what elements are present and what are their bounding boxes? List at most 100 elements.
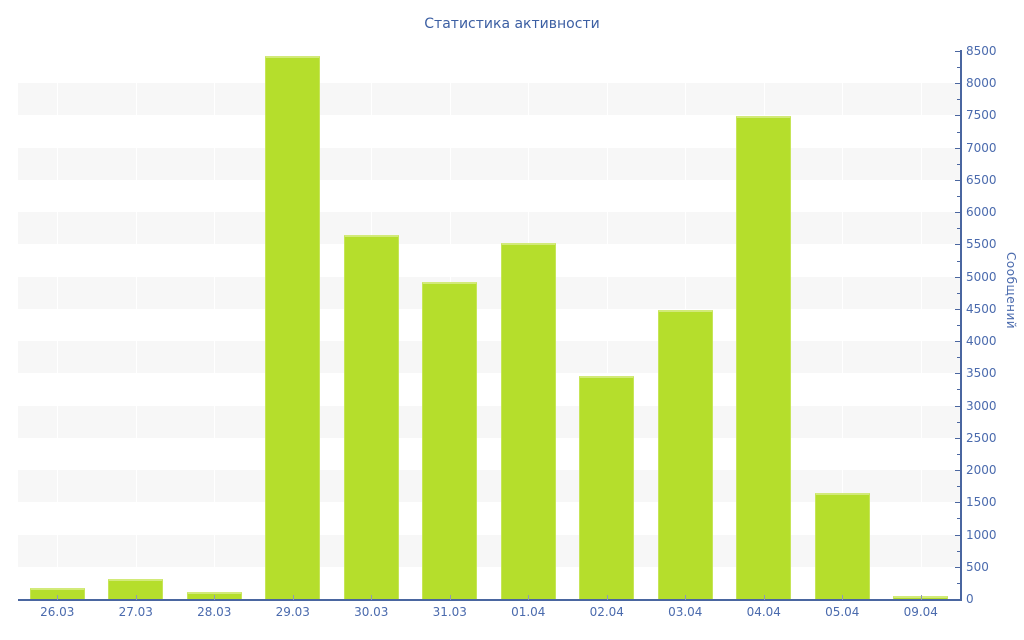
y-tick-label: 4000 xyxy=(966,334,997,349)
bar-01.04 xyxy=(500,243,556,599)
bar-02.04 xyxy=(579,375,635,599)
x-tick xyxy=(292,595,294,600)
y-tick-minor xyxy=(957,486,961,488)
x-tick xyxy=(371,595,373,600)
y-tick-label: 5500 xyxy=(966,237,997,252)
x-axis-line xyxy=(18,599,962,601)
x-tick-label: 02.04 xyxy=(589,605,624,619)
x-tick-label: 05.04 xyxy=(825,605,860,619)
y-tick-major xyxy=(955,534,961,536)
y-tick-label: 1500 xyxy=(966,495,997,510)
y-tick-major xyxy=(955,83,961,85)
x-tick-label: 09.04 xyxy=(903,605,938,619)
x-tick-label: 31.03 xyxy=(432,605,467,619)
y-tick-major xyxy=(955,502,961,504)
category-gridline xyxy=(57,51,59,599)
y-tick-minor xyxy=(957,131,961,133)
y-axis-title: Сообщений xyxy=(1004,252,1018,330)
grid-stripe xyxy=(18,534,960,567)
y-tick-major xyxy=(955,341,961,343)
y-tick-major xyxy=(955,276,961,278)
y-tick-label: 4500 xyxy=(966,301,997,316)
plot-area xyxy=(18,51,960,599)
grid-stripe xyxy=(18,83,960,116)
x-tick xyxy=(606,595,608,600)
y-tick-label: 8500 xyxy=(966,44,997,58)
x-tick xyxy=(449,595,451,600)
x-tick-label: 29.03 xyxy=(275,605,310,619)
y-tick-minor xyxy=(957,518,961,520)
bar-30.03 xyxy=(343,234,399,599)
y-tick-label: 6000 xyxy=(966,205,997,220)
x-tick xyxy=(685,595,687,600)
bar-29.03 xyxy=(265,55,321,599)
y-tick-label: 7000 xyxy=(966,140,997,155)
bar-05.04 xyxy=(814,492,870,599)
y-tick-major xyxy=(955,179,961,181)
y-tick-minor xyxy=(957,196,961,198)
y-tick-major xyxy=(955,470,961,472)
x-tick-label: 03.04 xyxy=(668,605,703,619)
y-tick-major xyxy=(955,599,961,600)
y-tick-minor xyxy=(957,292,961,294)
y-tick-label: 2500 xyxy=(966,430,997,445)
y-tick-minor xyxy=(957,99,961,101)
bar-26.03 xyxy=(29,588,85,599)
y-tick-minor xyxy=(957,67,961,69)
category-gridline xyxy=(842,51,844,599)
x-tick-label: 27.03 xyxy=(118,605,153,619)
y-tick-major xyxy=(955,212,961,214)
category-gridline xyxy=(920,51,922,599)
x-tick-label: 01.04 xyxy=(511,605,546,619)
y-tick-minor xyxy=(957,421,961,423)
x-tick xyxy=(763,595,765,600)
y-tick-label: 0 xyxy=(966,592,974,606)
x-tick xyxy=(214,595,216,600)
y-tick-label: 8000 xyxy=(966,76,997,91)
y-tick-major xyxy=(955,437,961,439)
bar-03.04 xyxy=(657,310,713,599)
y-tick-major xyxy=(955,566,961,568)
y-tick-label: 3000 xyxy=(966,398,997,413)
y-tick-minor xyxy=(957,325,961,326)
y-tick-minor xyxy=(957,357,961,359)
y-tick-minor xyxy=(957,582,961,584)
y-tick-label: 6500 xyxy=(966,172,997,187)
bar-04.04 xyxy=(736,116,792,599)
category-gridline xyxy=(606,51,608,599)
y-tick-minor xyxy=(957,163,961,165)
y-tick-major xyxy=(955,308,961,310)
y-tick-minor xyxy=(957,228,961,230)
y-tick-major xyxy=(955,147,961,149)
x-tick-label: 26.03 xyxy=(40,605,75,619)
grid-stripe xyxy=(18,341,960,374)
y-tick-minor xyxy=(957,453,961,455)
bar-27.03 xyxy=(108,579,164,599)
x-tick xyxy=(842,595,844,600)
category-gridline xyxy=(214,51,216,599)
grid-stripe xyxy=(18,470,960,503)
x-tick xyxy=(135,595,137,600)
grid-stripe xyxy=(18,276,960,309)
y-tick-minor xyxy=(957,550,961,552)
y-axis-line xyxy=(960,50,962,600)
chart-title: Статистика активности xyxy=(424,16,600,32)
y-tick-major xyxy=(955,115,961,117)
x-tick xyxy=(920,595,922,600)
y-tick-minor xyxy=(957,389,961,391)
y-tick-minor xyxy=(957,260,961,262)
y-tick-label: 3500 xyxy=(966,366,997,381)
category-gridline xyxy=(135,51,137,599)
x-tick xyxy=(57,595,59,600)
y-tick-label: 500 xyxy=(966,559,989,574)
x-tick-label: 28.03 xyxy=(197,605,232,619)
y-tick-major xyxy=(955,244,961,246)
y-tick-label: 1000 xyxy=(966,527,997,542)
bar-31.03 xyxy=(422,281,478,599)
grid-stripe xyxy=(18,212,960,245)
x-tick-label: 04.04 xyxy=(746,605,781,619)
y-tick-major xyxy=(955,51,961,52)
x-tick xyxy=(528,595,530,600)
y-tick-major xyxy=(955,373,961,375)
y-tick-major xyxy=(955,405,961,407)
